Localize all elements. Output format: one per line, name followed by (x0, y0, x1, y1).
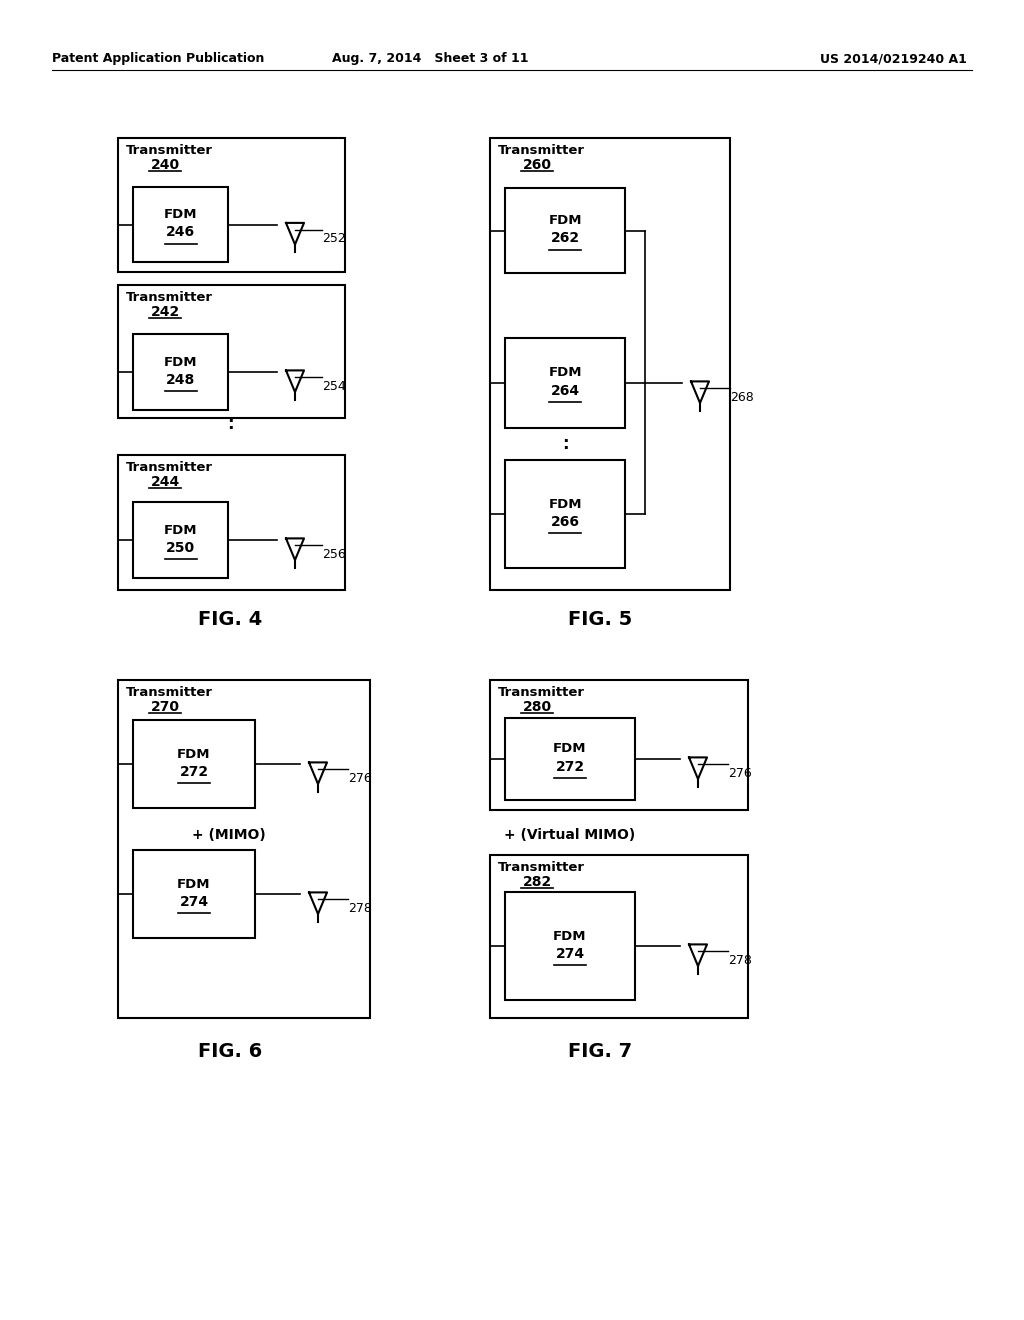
Text: FIG. 7: FIG. 7 (568, 1041, 632, 1061)
Bar (490, 855, 748, 1018)
Text: Transmitter: Transmitter (498, 144, 585, 157)
Text: 246: 246 (166, 226, 195, 239)
Bar (118, 455, 345, 590)
Bar (133, 850, 255, 939)
Text: 254: 254 (322, 380, 346, 393)
Text: 256: 256 (322, 548, 346, 561)
Bar (490, 680, 748, 810)
Text: :: : (226, 414, 233, 433)
Text: 282: 282 (522, 875, 552, 888)
Text: Transmitter: Transmitter (498, 861, 585, 874)
Text: 274: 274 (555, 946, 585, 961)
Bar (118, 680, 370, 1018)
Text: 252: 252 (322, 232, 346, 246)
Bar (505, 718, 635, 800)
Text: + (MIMO): + (MIMO) (193, 828, 266, 842)
Text: 242: 242 (151, 305, 179, 319)
Text: 266: 266 (551, 515, 580, 529)
Bar (118, 285, 345, 418)
Bar (133, 334, 228, 411)
Text: 264: 264 (551, 384, 580, 399)
Text: 278: 278 (728, 954, 752, 968)
Text: Transmitter: Transmitter (126, 290, 213, 304)
Bar (490, 139, 730, 590)
Text: 244: 244 (151, 475, 179, 488)
Text: FDM: FDM (553, 929, 587, 942)
Text: Aug. 7, 2014   Sheet 3 of 11: Aug. 7, 2014 Sheet 3 of 11 (332, 51, 528, 65)
Text: FIG. 5: FIG. 5 (568, 610, 632, 630)
Text: FDM: FDM (548, 498, 582, 511)
Text: 268: 268 (730, 391, 754, 404)
Bar (505, 892, 635, 1001)
Text: FDM: FDM (177, 878, 211, 891)
Text: 262: 262 (551, 231, 580, 246)
Text: Transmitter: Transmitter (126, 144, 213, 157)
Text: :: : (562, 436, 568, 453)
Text: 270: 270 (151, 700, 179, 714)
Text: FIG. 6: FIG. 6 (198, 1041, 262, 1061)
Text: 278: 278 (348, 902, 372, 915)
Text: Transmitter: Transmitter (498, 686, 585, 700)
Text: FDM: FDM (164, 355, 198, 368)
Bar (133, 719, 255, 808)
Text: 272: 272 (555, 760, 585, 774)
Text: 276: 276 (348, 772, 372, 785)
Text: FDM: FDM (548, 214, 582, 227)
Text: 260: 260 (522, 158, 552, 172)
Bar (133, 187, 228, 261)
Text: Patent Application Publication: Patent Application Publication (52, 51, 264, 65)
Text: FDM: FDM (164, 209, 198, 220)
Text: 248: 248 (166, 374, 196, 387)
Bar (118, 139, 345, 272)
Bar (505, 338, 625, 428)
Bar (505, 187, 625, 273)
Text: 280: 280 (522, 700, 552, 714)
Text: Transmitter: Transmitter (126, 686, 213, 700)
Text: US 2014/0219240 A1: US 2014/0219240 A1 (820, 51, 967, 65)
Text: FDM: FDM (164, 524, 198, 536)
Text: FIG. 4: FIG. 4 (198, 610, 262, 630)
Text: FDM: FDM (553, 742, 587, 755)
Bar (505, 459, 625, 568)
Bar (133, 502, 228, 578)
Text: Transmitter: Transmitter (126, 461, 213, 474)
Text: 272: 272 (179, 766, 209, 779)
Text: 240: 240 (151, 158, 179, 172)
Text: + (Virtual MIMO): + (Virtual MIMO) (505, 828, 636, 842)
Text: 250: 250 (166, 541, 195, 554)
Text: FDM: FDM (548, 367, 582, 380)
Text: 274: 274 (179, 895, 209, 909)
Text: 276: 276 (728, 767, 752, 780)
Text: FDM: FDM (177, 747, 211, 760)
